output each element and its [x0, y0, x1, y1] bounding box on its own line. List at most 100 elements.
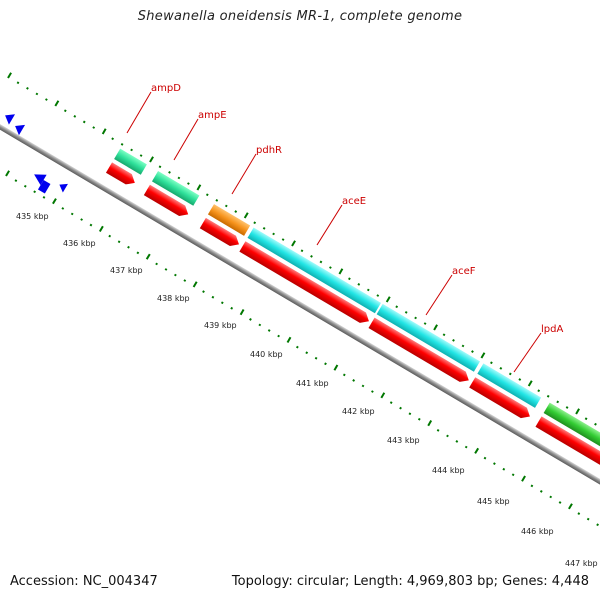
topology-label: Topology: circular; Length: 4,969,803 bp…: [231, 574, 589, 589]
gene-label-ampE[interactable]: ampE: [198, 110, 227, 121]
blue-feature-4[interactable]: [37, 179, 51, 194]
minor-tick: [230, 306, 234, 310]
minor-tick: [361, 384, 365, 388]
minor-tick: [558, 501, 562, 504]
minor-tick: [442, 333, 446, 337]
minor-tick: [499, 366, 503, 370]
major-tick: [433, 324, 438, 331]
blue-feature-3[interactable]: [31, 169, 47, 186]
inner-scale-ring: [5, 170, 599, 527]
cds-arrow-ampE[interactable]: [143, 184, 191, 220]
minor-tick: [277, 334, 280, 338]
major-tick: [427, 420, 433, 427]
blue-feature-2[interactable]: [12, 121, 26, 136]
minor-tick: [594, 422, 597, 426]
minor-tick: [136, 251, 140, 255]
minor-tick: [272, 232, 275, 236]
minor-tick: [183, 279, 187, 282]
minor-tick: [395, 305, 399, 309]
minor-tick: [164, 268, 168, 271]
leader-pdhR: [231, 153, 257, 195]
minor-tick: [23, 184, 27, 188]
minor-tick: [389, 401, 393, 405]
minor-tick: [89, 223, 93, 227]
minor-tick: [120, 142, 124, 146]
major-tick: [243, 212, 249, 219]
minor-tick: [549, 495, 553, 499]
gene-label-lpdA[interactable]: lpdA: [541, 324, 563, 335]
minor-tick: [168, 170, 171, 174]
scale-label: 439 kbp: [204, 321, 237, 330]
minor-tick: [63, 109, 67, 113]
outer-tick-ring: [7, 72, 597, 426]
gene-label-aceF[interactable]: aceF: [452, 266, 476, 277]
gene-box-ampE[interactable]: [151, 171, 200, 206]
minor-tick: [376, 294, 380, 297]
cds-arrow-pdhR[interactable]: [199, 217, 242, 250]
minor-tick: [220, 301, 224, 305]
minor-tick: [305, 351, 309, 355]
scale-label: 447 kbp: [565, 559, 598, 568]
cds-arrow-aceE[interactable]: [239, 241, 372, 326]
blue-feature-5[interactable]: [57, 180, 68, 193]
gene-box-lpdA-segment[interactable]: [477, 363, 542, 408]
gene-box-ampD[interactable]: [114, 148, 147, 175]
minor-tick: [70, 212, 74, 216]
minor-tick: [537, 389, 541, 393]
minor-tick: [518, 378, 522, 381]
minor-tick: [130, 148, 133, 152]
minor-tick: [546, 394, 550, 398]
minor-tick: [211, 295, 215, 299]
minor-tick: [281, 238, 285, 241]
minor-tick: [483, 456, 487, 460]
major-tick: [98, 225, 104, 233]
minor-tick: [502, 467, 506, 471]
minor-tick: [61, 207, 65, 210]
minor-tick: [80, 218, 83, 221]
major-tick: [385, 296, 391, 303]
major-tick: [474, 447, 480, 454]
major-tick: [575, 408, 580, 415]
minor-tick: [329, 266, 332, 269]
minor-tick: [111, 137, 115, 141]
gene-label-pdhR[interactable]: pdhR: [256, 145, 282, 156]
gene-label-aceE[interactable]: aceE: [342, 196, 366, 207]
minor-tick: [461, 344, 465, 348]
minor-tick: [539, 490, 543, 493]
major-tick: [568, 503, 573, 510]
minor-tick: [455, 440, 459, 443]
major-tick: [527, 380, 533, 387]
cds-arrow-aceF[interactable]: [368, 317, 471, 386]
minor-tick: [295, 345, 299, 349]
cds-arrow-ampD[interactable]: [105, 162, 138, 188]
major-tick: [149, 156, 154, 163]
minor-tick: [342, 373, 346, 377]
minor-tick: [446, 434, 449, 438]
minor-tick: [267, 329, 271, 332]
gene-label-ampD[interactable]: ampD: [151, 83, 181, 94]
major-tick: [145, 253, 151, 260]
major-tick: [338, 268, 344, 275]
gene-box-aceE[interactable]: [247, 227, 382, 314]
scale-labels: 435 kbp 436 kbp 437 kbp 438 kbp 439 kbp …: [16, 212, 598, 568]
minor-tick: [202, 290, 205, 294]
minor-tick: [352, 379, 356, 382]
gene-box-lpdA[interactable]: [543, 402, 600, 464]
minor-tick: [26, 86, 29, 90]
minor-tick: [310, 254, 313, 258]
leader-ampE: [173, 118, 199, 161]
cds-arrow-lpdA[interactable]: [535, 416, 600, 478]
minor-tick: [530, 484, 534, 488]
minor-tick: [117, 240, 121, 244]
minor-tick: [155, 262, 158, 266]
gene-box-aceF[interactable]: [376, 303, 480, 372]
minor-tick: [366, 288, 370, 292]
blue-feature-1[interactable]: [2, 110, 16, 125]
minor-tick: [464, 445, 468, 449]
major-tick: [101, 128, 107, 135]
gene-box-pdhR[interactable]: [207, 204, 251, 236]
minor-tick: [357, 282, 361, 286]
major-tick: [286, 336, 292, 343]
cds-arrow-lpdA-segment[interactable]: [469, 377, 533, 421]
minor-tick: [33, 190, 37, 194]
